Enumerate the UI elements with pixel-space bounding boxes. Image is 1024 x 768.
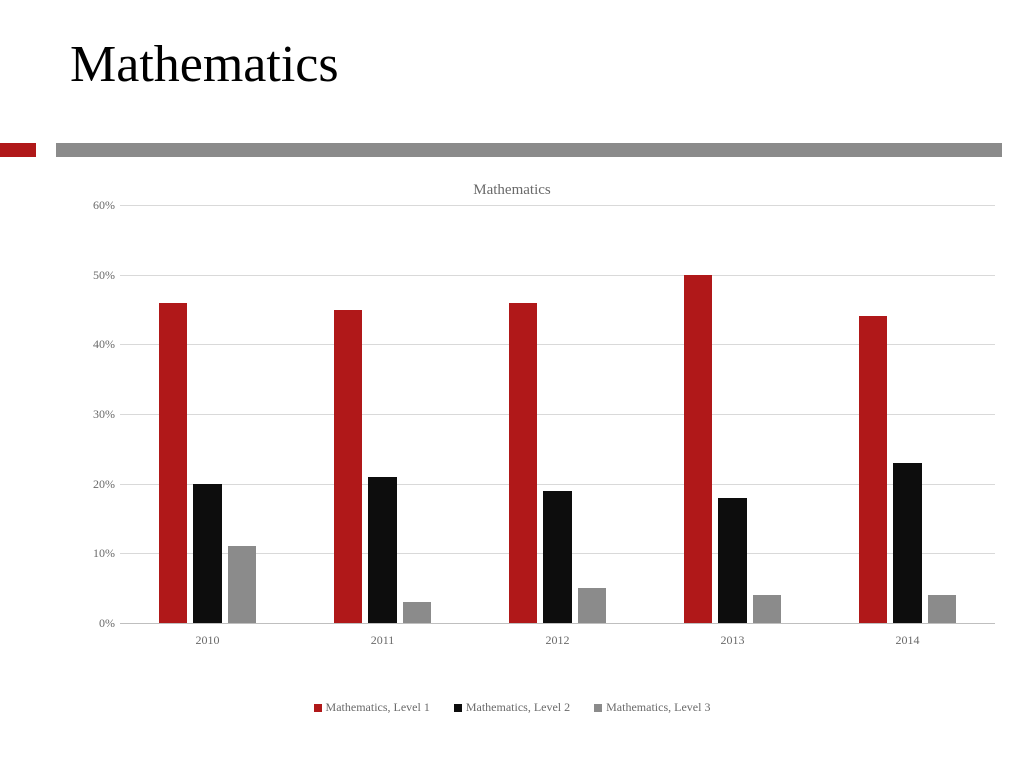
title-divider (0, 143, 1024, 157)
bar (718, 498, 746, 623)
bar (928, 595, 956, 623)
legend-swatch (594, 704, 602, 712)
x-tick-label: 2013 (645, 633, 820, 648)
bar (403, 602, 431, 623)
y-tick-label: 60% (75, 198, 115, 213)
chart-title: Mathematics (0, 182, 1024, 199)
grid-line (120, 205, 995, 206)
x-tick-label: 2014 (820, 633, 995, 648)
bar (543, 491, 571, 623)
legend-label: Mathematics, Level 2 (466, 700, 570, 714)
x-tick-label: 2011 (295, 633, 470, 648)
legend-item: Mathematics, Level 3 (594, 700, 710, 715)
bar (368, 477, 396, 623)
bar (859, 316, 887, 623)
chart-legend: Mathematics, Level 1 Mathematics, Level 2… (0, 700, 1024, 715)
x-tick-label: 2010 (120, 633, 295, 648)
grid-line (120, 275, 995, 276)
page-title: Mathematics (70, 35, 339, 94)
legend-swatch (454, 704, 462, 712)
x-tick-label: 2012 (470, 633, 645, 648)
bar (159, 303, 187, 623)
legend-swatch (314, 704, 322, 712)
bar (753, 595, 781, 623)
y-tick-label: 30% (75, 407, 115, 422)
bar (334, 310, 362, 624)
bar (684, 275, 712, 623)
y-tick-label: 50% (75, 268, 115, 283)
bar (578, 588, 606, 623)
legend-item: Mathematics, Level 1 (314, 700, 430, 715)
divider-red-segment (0, 143, 36, 157)
bar (228, 546, 256, 623)
y-tick-label: 40% (75, 337, 115, 352)
bar (893, 463, 921, 623)
bar (509, 303, 537, 623)
x-axis-line (120, 623, 995, 624)
y-tick-label: 0% (75, 616, 115, 631)
y-tick-label: 20% (75, 477, 115, 492)
legend-label: Mathematics, Level 1 (326, 700, 430, 714)
chart-area: 0%10%20%30%40%50%60%20102011201220132014 (75, 205, 995, 645)
legend-item: Mathematics, Level 2 (454, 700, 570, 715)
divider-gray-segment (56, 143, 1002, 157)
legend-label: Mathematics, Level 3 (606, 700, 710, 714)
y-tick-label: 10% (75, 546, 115, 561)
bar (193, 484, 221, 623)
chart-plot (120, 205, 995, 623)
